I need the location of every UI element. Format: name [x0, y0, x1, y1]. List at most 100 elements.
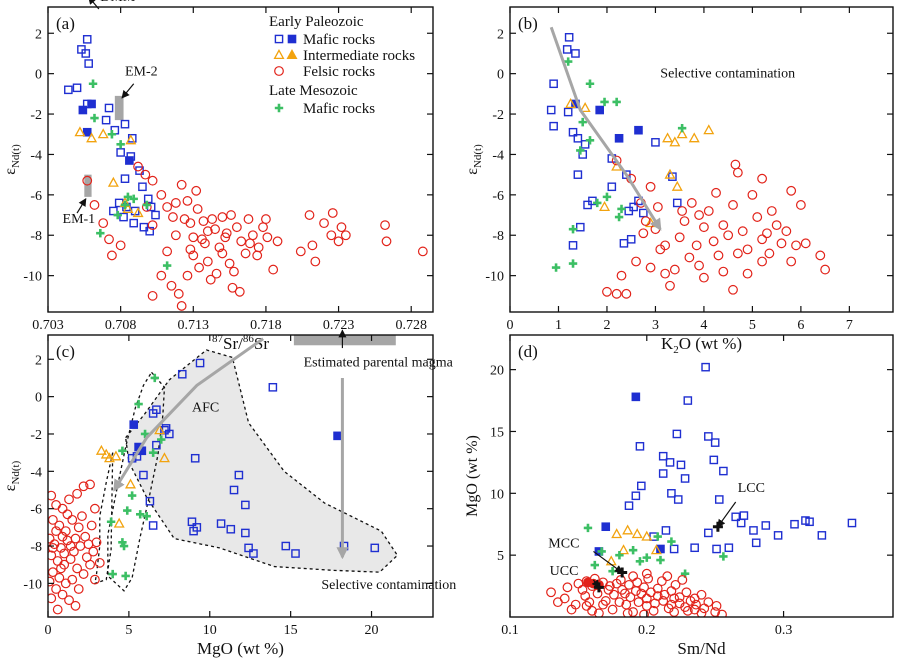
early_felsic-point-10 — [616, 270, 627, 281]
legend-label: Felsic rocks — [303, 64, 375, 80]
plot-frame — [47, 6, 434, 313]
early_felsic-point-41 — [94, 557, 105, 568]
early_felsic-point-15 — [681, 587, 692, 598]
y-tick-label: 2 — [497, 27, 504, 42]
early_felsic-point-17 — [147, 290, 158, 301]
early_felsic-point-6 — [85, 479, 95, 490]
early_mafic-filled-point-2 — [82, 127, 92, 137]
late_mafic-point-6 — [656, 555, 665, 565]
x-axis-label: MgO (wt %) — [197, 639, 284, 658]
early_mafic-point-21 — [109, 206, 118, 216]
early_felsic-point-53 — [90, 574, 100, 585]
late_mafic-point-12 — [551, 263, 561, 272]
early_felsic-point-55 — [614, 597, 625, 608]
early_intermediate-point-1 — [86, 132, 98, 143]
em1-arrow — [76, 198, 87, 214]
late_mafic-point-13 — [568, 259, 578, 268]
early_felsic-point-42 — [57, 531, 68, 542]
late_mafic-point-4 — [578, 117, 587, 127]
early_felsic-point-31 — [607, 604, 618, 615]
late_mafic-point-4 — [635, 557, 645, 566]
mantle-box-0 — [114, 95, 124, 121]
early_felsic-point-64 — [327, 208, 338, 218]
late_mafic-point-4 — [123, 192, 133, 202]
early_mafic-point-36 — [704, 528, 713, 538]
late_mafic-point-legend-a — [274, 103, 284, 113]
late_mafic-point-5 — [127, 491, 137, 500]
early_intermediate-point-3 — [641, 530, 653, 541]
early_mafic-point-12 — [116, 148, 125, 157]
early_mafic-point-6 — [165, 429, 174, 439]
y-tick-label: -8 — [492, 229, 504, 244]
early_felsic-point-59 — [304, 210, 315, 220]
early_intermediate-point-3 — [669, 136, 681, 147]
early_felsic-point-62 — [319, 218, 329, 229]
axis-ticks: 0.1 0.2 0.3 5 10 15 20 — [490, 335, 893, 638]
early_felsic-point-39 — [243, 214, 254, 224]
early_felsic-point-32 — [628, 607, 639, 617]
early_mafic-point-4 — [64, 85, 73, 95]
early_felsic-point-16 — [679, 216, 690, 227]
early_mafic-filled-point-1 — [601, 522, 611, 532]
early_felsic-point-35 — [57, 589, 68, 600]
early_mafic-point-21 — [736, 518, 746, 528]
y-tick-label: 2 — [35, 353, 42, 368]
early_felsic-point-29 — [737, 226, 748, 237]
late_mafic-point-12 — [653, 532, 662, 541]
early_mafic-point-6 — [563, 107, 573, 117]
late_mafic-point-10 — [590, 560, 600, 570]
early_mafic-point-28 — [817, 531, 827, 540]
early_felsic-point-54 — [48, 576, 55, 587]
early_felsic-point-34 — [224, 258, 235, 269]
x-tick-label: 4 — [700, 318, 707, 333]
y-tick-label: -8 — [30, 229, 42, 244]
early_felsic-point-35 — [227, 282, 238, 293]
early_intermediate-point-7 — [664, 168, 676, 179]
early_intermediate-point-2 — [631, 528, 643, 539]
dmm-arrow — [88, 0, 100, 10]
y-tick-label: 0 — [35, 68, 42, 83]
early_felsic-point-legend-a — [274, 66, 284, 76]
early_mafic-point-17 — [607, 182, 617, 192]
late_mafic-point-7 — [136, 510, 145, 519]
early_mafic-point-34 — [669, 544, 679, 554]
early_mafic-point-2 — [77, 45, 86, 54]
afc-trend-arrow — [113, 337, 265, 492]
early_felsic-point-46 — [603, 584, 614, 595]
early_felsic-point-43 — [65, 541, 76, 551]
early_felsic-point-31 — [214, 242, 225, 253]
early_intermediate-point-6 — [158, 452, 170, 463]
early_mafic-point-16 — [138, 182, 147, 192]
late_mafic-point-6 — [123, 506, 132, 515]
early_mafic-point-7 — [104, 103, 114, 113]
plot-frame — [509, 334, 894, 618]
early_mafic-point-25 — [790, 519, 799, 529]
early_felsic-point-68 — [380, 220, 390, 231]
early_mafic-point-5 — [658, 451, 668, 461]
y-tick-label: 0 — [35, 391, 42, 406]
early_mafic-point-11 — [190, 453, 200, 463]
series-early_intermediate — [95, 424, 170, 528]
late_mafic-point-9 — [106, 517, 116, 526]
early_felsic-point-39 — [52, 604, 63, 615]
y-axis-label: MgO (wt %) — [464, 435, 481, 517]
early_felsic-point-13 — [665, 280, 675, 291]
late_mafic-point-9 — [142, 200, 151, 210]
early_mafic-filled-point-0 — [129, 420, 139, 429]
early_felsic-point-42 — [795, 200, 806, 210]
early_felsic-point-21 — [176, 179, 187, 190]
x-tick-label: 0.708 — [105, 318, 137, 333]
late_mafic-point-0 — [583, 523, 593, 533]
early_felsic-point-34 — [51, 584, 61, 594]
early_mafic-point-17 — [216, 519, 226, 528]
early_intermediate-point-2 — [110, 450, 122, 461]
early_felsic-point-58 — [786, 256, 797, 267]
early_felsic-point-22 — [182, 196, 193, 206]
series-early_felsic — [602, 155, 831, 299]
early_felsic-point-51 — [685, 596, 696, 606]
annotation: Selective contamination — [321, 578, 456, 593]
annotation: Selective contamination — [660, 67, 795, 82]
early_mafic-point-10 — [120, 119, 130, 129]
early_felsic-point-24 — [718, 220, 729, 231]
